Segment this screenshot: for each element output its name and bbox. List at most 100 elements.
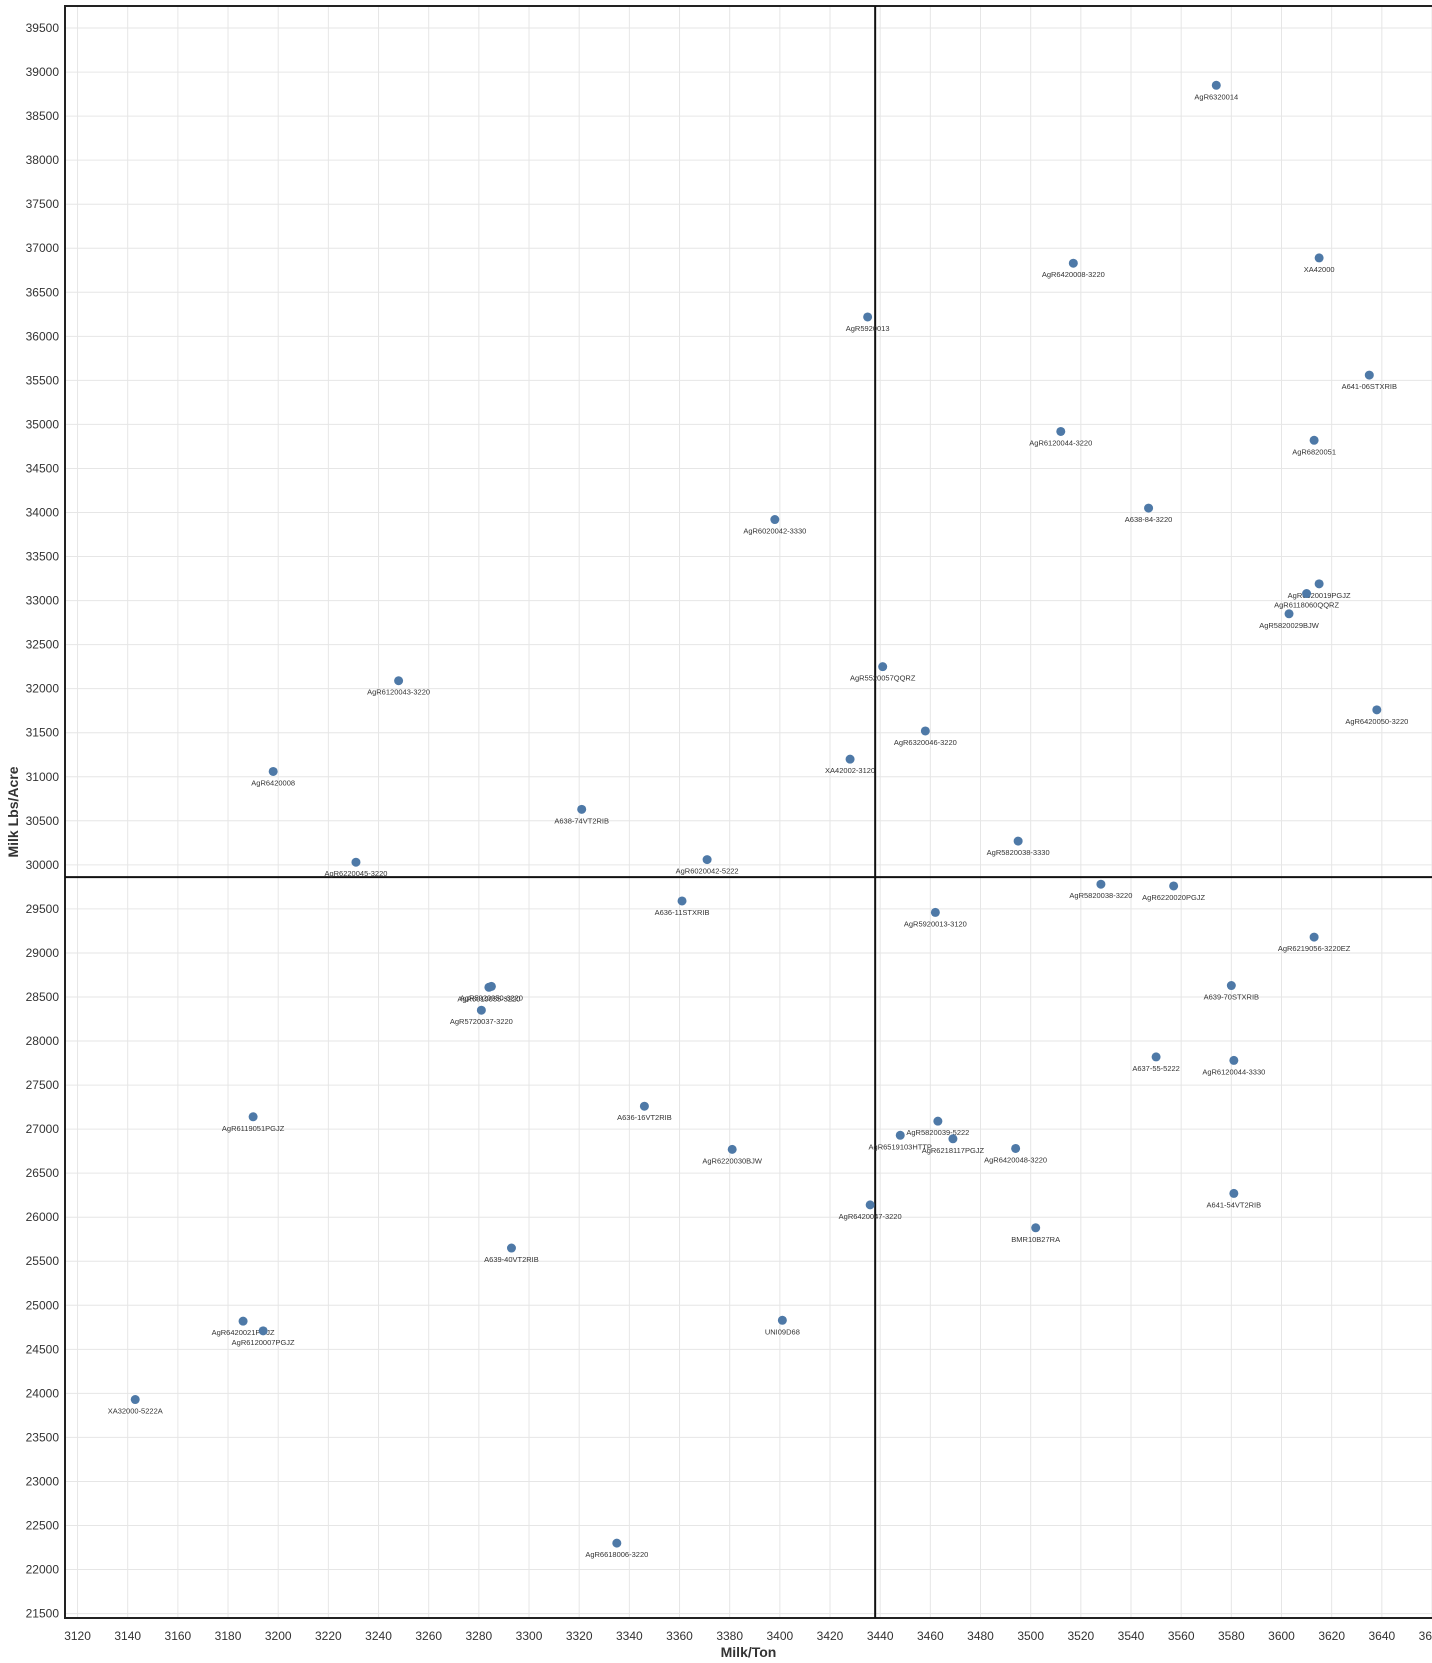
point-label: AgR5820038-3220: [1069, 891, 1132, 900]
data-point: [394, 676, 404, 686]
x-tick-label: 3460: [917, 1629, 944, 1643]
point-label: AgR5820039-5222: [906, 1128, 969, 1137]
x-tick-label: 3260: [415, 1629, 442, 1643]
data-point: [1096, 879, 1106, 889]
point-label: AgR6420047-3220: [839, 1212, 902, 1221]
data-point: [677, 896, 687, 906]
point-label: AgR5720037-3220: [450, 1017, 513, 1026]
y-tick-label: 24000: [26, 1386, 60, 1400]
point-label: A636-16VT2RIB: [617, 1113, 672, 1122]
x-tick-label: 3160: [165, 1629, 192, 1643]
y-tick-label: 26500: [26, 1166, 60, 1180]
x-tick-label: 3220: [315, 1629, 342, 1643]
x-tick-label: 3600: [1268, 1629, 1295, 1643]
y-tick-label: 33500: [26, 550, 60, 564]
data-point: [845, 754, 855, 764]
y-tick-label: 28000: [26, 1034, 60, 1048]
point-label: AgR6820051: [1292, 447, 1336, 456]
y-tick-label: 35500: [26, 373, 60, 387]
point-label: UNI09D68: [765, 1327, 800, 1336]
point-label: AgR6219056-3220EZ: [1278, 944, 1351, 953]
data-point: [895, 1130, 905, 1140]
y-tick-label: 36000: [26, 329, 60, 343]
data-point: [920, 726, 930, 736]
y-tick-label: 21500: [26, 1607, 60, 1621]
y-tick-label: 38000: [26, 153, 60, 167]
y-tick-label: 31500: [26, 726, 60, 740]
y-tick-label: 39500: [26, 21, 60, 35]
point-label: AgR6120043-3220: [367, 688, 430, 697]
data-point: [930, 907, 940, 917]
data-point: [1151, 1052, 1161, 1062]
y-tick-label: 23500: [26, 1430, 60, 1444]
point-label: AgR6618006-3220: [585, 1550, 648, 1559]
point-label: AgR6220020PGJZ: [1142, 893, 1205, 902]
x-tick-label: 3300: [516, 1629, 543, 1643]
y-tick-label: 35000: [26, 417, 60, 431]
point-label: XA32000-5222A: [108, 1407, 163, 1416]
point-label: A639-40VT2RIB: [484, 1255, 539, 1264]
point-label: AgR5920013: [846, 324, 890, 333]
point-label: AgR6420021PGJZ: [212, 1328, 275, 1337]
x-tick-label: 3200: [265, 1629, 292, 1643]
data-point: [1011, 1143, 1021, 1153]
data-point: [1056, 426, 1066, 436]
data-point: [577, 804, 587, 814]
data-point: [238, 1316, 248, 1326]
point-label: AgR6120007PGJZ: [232, 1338, 295, 1347]
y-tick-label: 22000: [26, 1563, 60, 1577]
point-label: XA42000: [1304, 265, 1335, 274]
y-tick-label: 28500: [26, 990, 60, 1004]
x-tick-label: 3240: [365, 1629, 392, 1643]
data-point: [258, 1326, 268, 1336]
y-tick-label: 27000: [26, 1122, 60, 1136]
x-tick-label: 3500: [1017, 1629, 1044, 1643]
data-point: [878, 662, 888, 672]
point-label: AgR6020042-5222: [676, 867, 739, 876]
point-label: AgR6220045-3220: [324, 869, 387, 878]
data-point: [1031, 1223, 1041, 1233]
y-tick-label: 25000: [26, 1298, 60, 1312]
y-tick-label: 32000: [26, 682, 60, 696]
x-tick-label: 3520: [1067, 1629, 1094, 1643]
data-point: [351, 857, 361, 867]
y-tick-label: 32500: [26, 638, 60, 652]
data-point: [486, 981, 496, 991]
point-label: AgR6218117PGJZ: [922, 1146, 985, 1155]
y-tick-label: 27500: [26, 1078, 60, 1092]
point-label: AgR5520057QQRZ: [850, 674, 916, 683]
y-tick-label: 36500: [26, 285, 60, 299]
point-label: XA42002-3120: [825, 766, 875, 775]
point-label: BMR10B27RA: [1011, 1235, 1060, 1244]
x-tick-label: 3140: [114, 1629, 141, 1643]
data-point: [612, 1538, 622, 1548]
axis-ticks: 3120 3140 3160 3180 3200 3220 3240 3260 3280 3300…: [26, 21, 1432, 1643]
y-tick-label: 29000: [26, 946, 60, 960]
data-point: [1309, 435, 1319, 445]
y-tick-label: 24500: [26, 1342, 60, 1356]
data-point: [727, 1144, 737, 1154]
x-tick-label: 3440: [867, 1629, 894, 1643]
data-point: [1169, 881, 1179, 891]
point-label: AgR6119051PGJZ: [222, 1124, 285, 1133]
y-tick-label: 37000: [26, 241, 60, 255]
data-point: [1372, 705, 1382, 715]
data-point: [476, 1005, 486, 1015]
data-point: [1013, 836, 1023, 846]
data-point: [1302, 589, 1312, 599]
y-tick-label: 30000: [26, 858, 60, 872]
data-point: [933, 1116, 943, 1126]
data-point: [1284, 609, 1294, 619]
x-tick-label: 3420: [817, 1629, 844, 1643]
point-label: AgR6420008: [251, 778, 295, 787]
point-label: AgR5820029BJW: [1259, 621, 1320, 630]
data-point: [1314, 253, 1324, 263]
x-tick-label: 3640: [1368, 1629, 1395, 1643]
data-point: [865, 1200, 875, 1210]
data-point: [1211, 80, 1221, 90]
point-label: AgR6320014: [1194, 92, 1238, 101]
data-point: [1364, 370, 1374, 380]
y-tick-label: 34500: [26, 461, 60, 475]
x-tick-label: 3280: [466, 1629, 493, 1643]
